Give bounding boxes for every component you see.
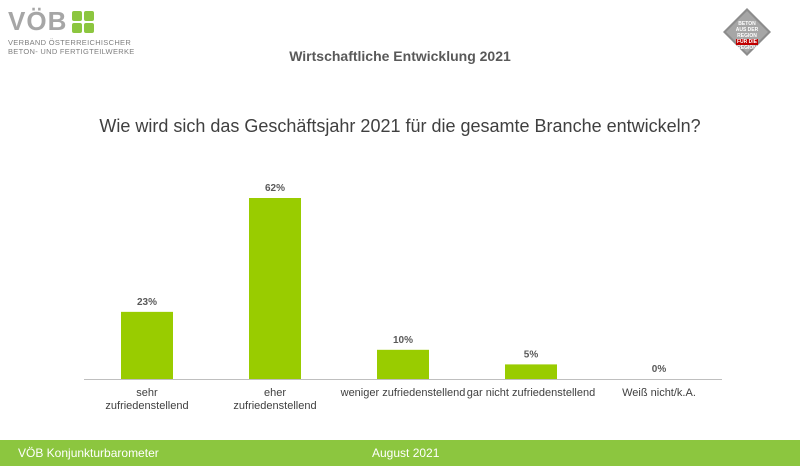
region-badge: BETON AUS DER REGION FÜR DIE REGION <box>722 7 772 57</box>
footer-bar: VÖB Konjunkturbarometer August 2021 <box>0 440 800 466</box>
data-label: 0% <box>652 364 667 375</box>
footer-left-text: VÖB Konjunkturbarometer <box>18 446 159 460</box>
logo-subtitle-line1: VERBAND ÖSTERREICHISCHER <box>8 38 132 47</box>
data-label: 10% <box>393 335 413 346</box>
bar-chart: 23%sehrzufriedenstellend62%eherzufrieden… <box>84 183 722 412</box>
logo-plus-icon <box>72 11 94 33</box>
badge-diamond-icon <box>723 8 771 56</box>
category-label: Weiß nicht/k.A. <box>622 387 696 399</box>
category-label: eher <box>264 387 286 399</box>
category-label: sehr <box>136 387 158 399</box>
data-label: 5% <box>524 349 539 360</box>
data-label: 23% <box>137 297 157 308</box>
data-label: 62% <box>265 183 285 194</box>
category-label: zufriedenstellend <box>105 400 188 412</box>
logo-subtitle-line2: BETON- UND FERTIGTEILWERKE <box>8 47 135 56</box>
category-label: weniger zufriedenstellend <box>340 387 466 399</box>
page-title: Wirtschaftliche Entwicklung 2021 <box>289 48 511 64</box>
voeb-logo: VÖB VERBAND ÖSTERREICHISCHER BETON- UND … <box>8 6 183 56</box>
bar <box>377 349 429 379</box>
badge-text: BETON AUS DER REGION FÜR DIE REGION <box>735 21 759 51</box>
bar <box>121 311 173 379</box>
category-label: zufriedenstellend <box>233 400 316 412</box>
logo-wordmark: VÖB <box>8 6 68 36</box>
bar <box>249 198 301 379</box>
footer-date: August 2021 <box>372 446 440 460</box>
bar <box>505 364 557 379</box>
survey-question: Wie wird sich das Geschäftsjahr 2021 für… <box>99 116 701 136</box>
category-label: gar nicht zufriedenstellend <box>467 387 595 399</box>
